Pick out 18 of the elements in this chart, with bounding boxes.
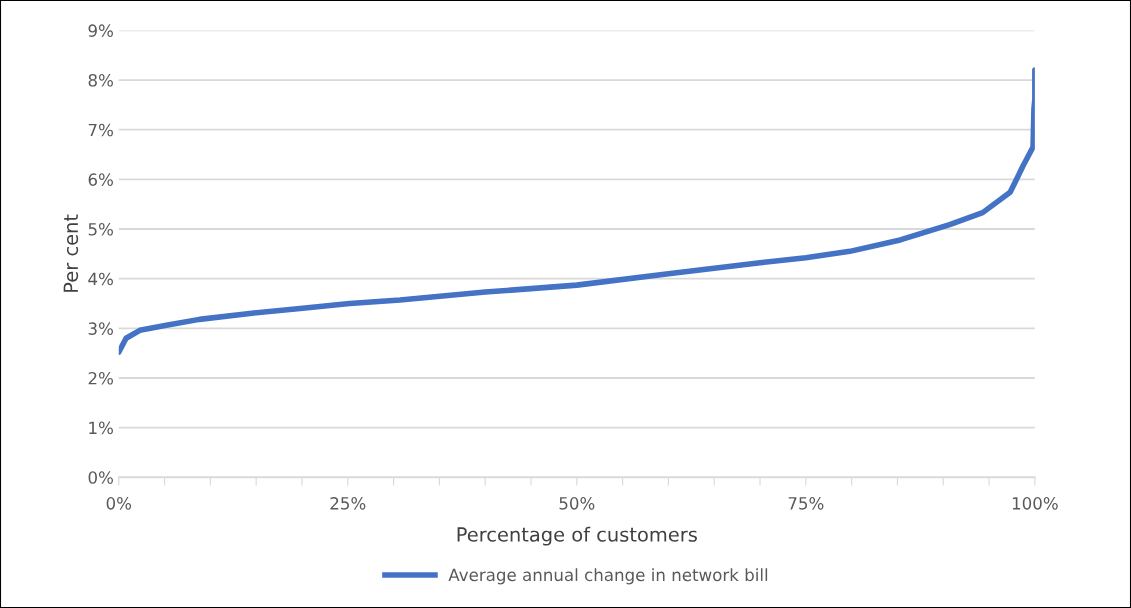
legend-label: Average annual change in network bill <box>448 568 768 585</box>
y-tick-label: 9% <box>88 24 113 37</box>
x-tick-label: 25% <box>330 497 366 510</box>
y-tick-label: 8% <box>88 74 113 87</box>
x-tick-label: 100% <box>1012 497 1058 510</box>
y-tick-label: 7% <box>88 123 113 137</box>
y-axis-title: Per cent <box>63 214 79 292</box>
x-axis-title: Percentage of customers <box>457 526 697 546</box>
y-tick-label: 4% <box>88 272 113 286</box>
y-tick-label: 5% <box>88 222 113 236</box>
y-tick-label: 6% <box>88 173 113 186</box>
x-tick-label: 75% <box>788 497 824 510</box>
y-tick-label: 1% <box>89 421 113 435</box>
x-tick-label: 0% <box>106 497 132 510</box>
x-tick-label: 50% <box>559 497 595 510</box>
y-tick-label: 3% <box>88 322 113 335</box>
y-tick-label: 2% <box>88 371 113 385</box>
y-tick-label: 0% <box>88 471 113 484</box>
